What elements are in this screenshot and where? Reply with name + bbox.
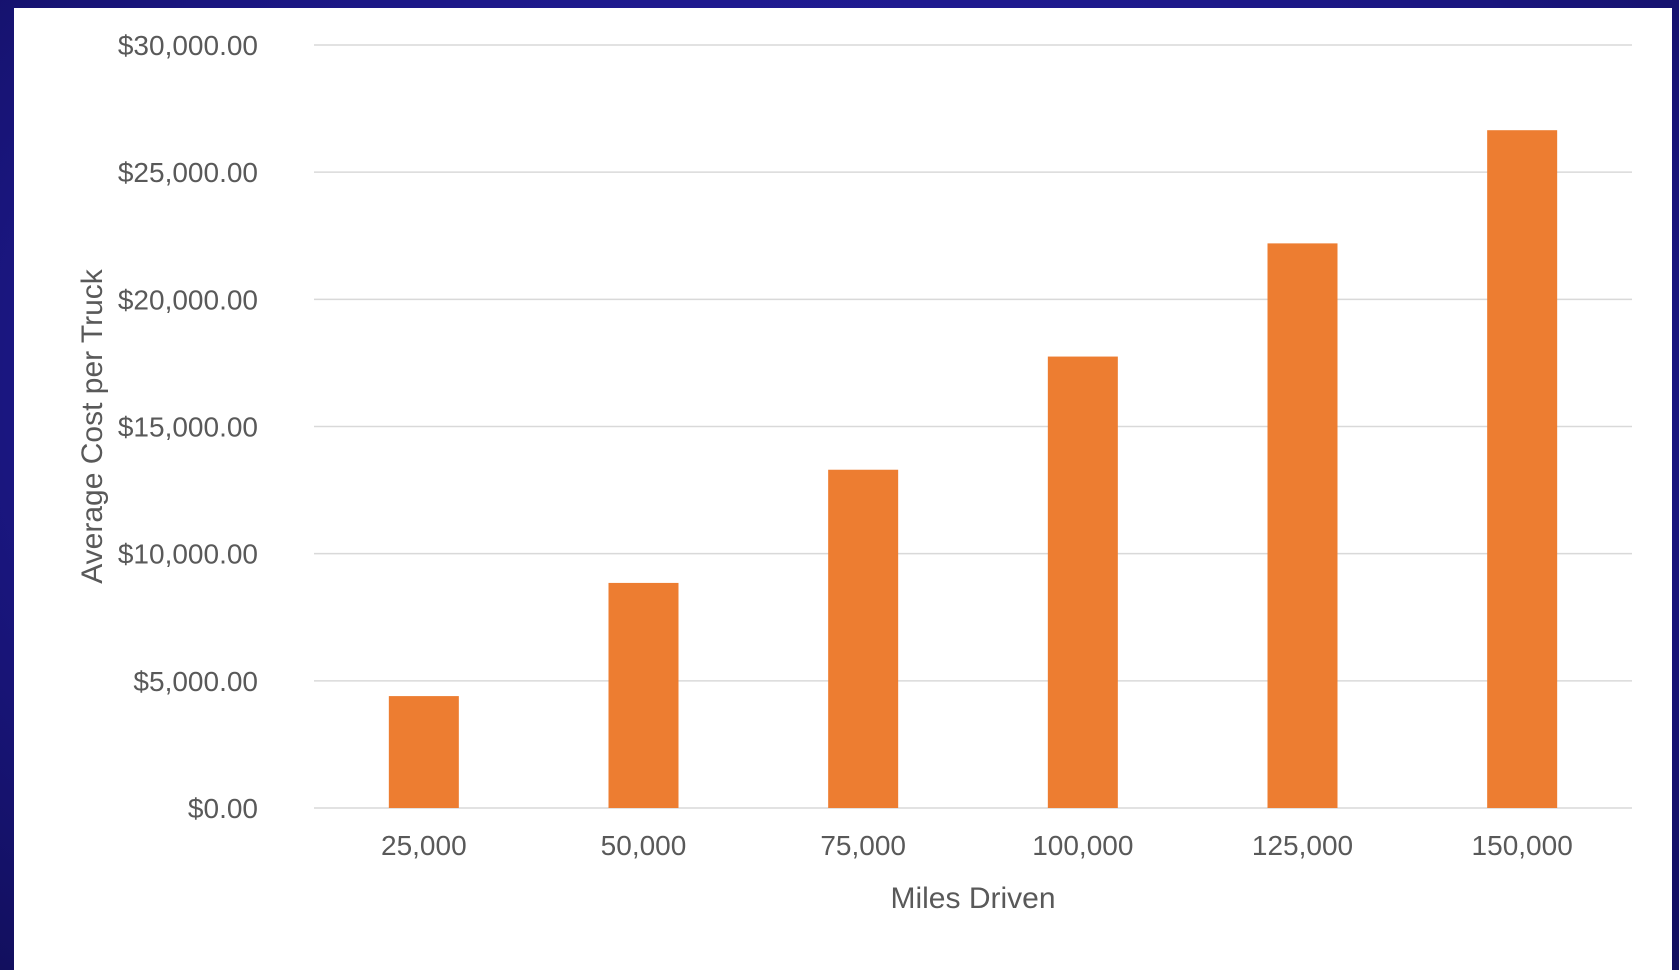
bar (1047, 356, 1118, 808)
gridlines (314, 44, 1632, 809)
x-axis-tick-labels: 25,000 50,000 75,000 100,000 125,000 150,000 (381, 830, 1573, 861)
bar (828, 469, 899, 808)
bar (388, 696, 459, 808)
bar (1267, 243, 1338, 808)
x-tick-label: 75,000 (820, 830, 906, 861)
y-axis-title: Average Cost per Truck (76, 268, 109, 584)
y-tick-label: $0.00 (188, 793, 258, 824)
bar (1487, 130, 1558, 808)
y-tick-label: $30,000.00 (118, 30, 258, 61)
bar (608, 582, 679, 808)
x-tick-label: 100,000 (1032, 830, 1133, 861)
chart-panel: $0.00 $5,000.00 $10,000.00 $15,000.00 $20,00… (14, 8, 1672, 970)
y-tick-label: $25,000.00 (118, 157, 258, 188)
bars (388, 130, 1558, 808)
x-tick-label: 25,000 (381, 830, 467, 861)
x-tick-label: 150,000 (1472, 830, 1573, 861)
x-tick-label: 50,000 (601, 830, 687, 861)
y-axis-tick-labels: $0.00 $5,000.00 $10,000.00 $15,000.00 $20,00… (118, 30, 258, 824)
x-tick-label: 125,000 (1252, 830, 1353, 861)
y-tick-label: $10,000.00 (118, 539, 258, 570)
y-tick-label: $5,000.00 (133, 666, 258, 697)
x-axis-title: Miles Driven (890, 882, 1055, 915)
y-tick-label: $15,000.00 (118, 412, 258, 443)
y-tick-label: $20,000.00 (118, 284, 258, 315)
bar-chart: $0.00 $5,000.00 $10,000.00 $15,000.00 $20,00… (76, 30, 1632, 915)
